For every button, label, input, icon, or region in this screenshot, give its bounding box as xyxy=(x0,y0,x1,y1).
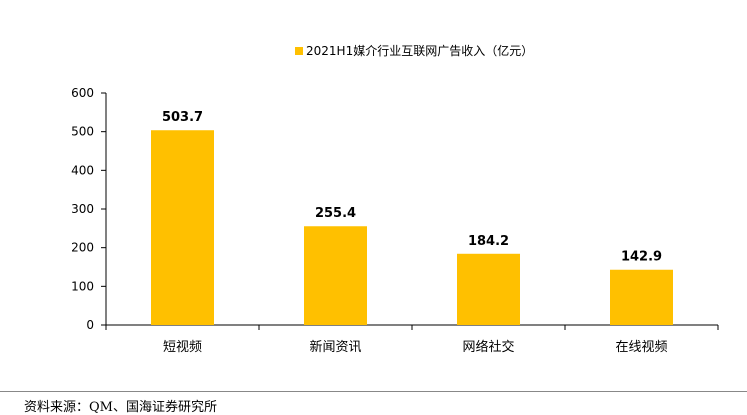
legend-swatch xyxy=(295,47,303,55)
y-axis: 0 100 200 300 400 500 600 xyxy=(71,86,107,332)
bars: 503.7 255.4 184.2 142.9 xyxy=(151,110,673,325)
y-tick-label: 300 xyxy=(71,202,94,216)
legend-label: 2021H1媒介行业互联网广告收入（亿元） xyxy=(306,43,533,58)
data-label: 255.4 xyxy=(315,206,356,221)
x-tick-label: 短视频 xyxy=(163,340,202,355)
y-tick-label: 0 xyxy=(86,318,94,332)
x-tick-label: 在线视频 xyxy=(615,340,667,355)
bar xyxy=(304,226,367,325)
y-tick-label: 600 xyxy=(71,86,94,100)
bar xyxy=(151,130,214,325)
bar xyxy=(457,253,520,325)
legend: 2021H1媒介行业互联网广告收入（亿元） xyxy=(295,43,533,58)
y-tick-label: 400 xyxy=(71,163,94,177)
data-label: 503.7 xyxy=(162,110,203,125)
bar-chart: 2021H1媒介行业互联网广告收入（亿元） 0 100 200 300 400 500 60… xyxy=(71,43,719,355)
x-tick-label: 新闻资讯 xyxy=(309,339,361,355)
y-tick-label: 500 xyxy=(71,125,94,139)
x-tick-label: 网络社交 xyxy=(462,339,514,355)
y-tick-label: 200 xyxy=(71,241,94,255)
data-label: 184.2 xyxy=(468,234,509,249)
data-label: 142.9 xyxy=(621,250,662,265)
x-axis: 短视频 新闻资讯 网络社交 在线视频 xyxy=(105,324,719,355)
y-tick-label: 100 xyxy=(71,279,94,293)
footer-divider xyxy=(0,391,747,392)
source-note: 资料来源：QM、国海证券研究所 xyxy=(24,400,217,415)
bar xyxy=(610,269,673,325)
